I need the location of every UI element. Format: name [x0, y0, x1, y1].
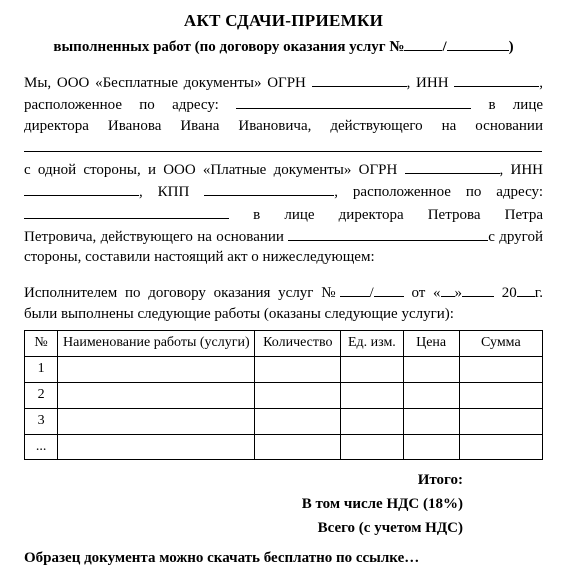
th-sum: Сумма: [459, 330, 542, 356]
subtitle-pre: выполненных работ (по договору оказания …: [53, 39, 404, 55]
works-table: № Наименование работы (услуги) Количеств…: [24, 330, 543, 460]
t: »: [455, 285, 463, 301]
field-nds: [463, 492, 543, 516]
t: г.: [535, 285, 543, 301]
subtitle-post: ): [509, 39, 514, 55]
para-6: , КПП , расположенное по адресу:: [24, 180, 543, 202]
table-row: 3: [25, 408, 543, 434]
t: стороны, составили настоящий акт о нижес…: [24, 249, 375, 265]
ogrn2-field: [405, 158, 500, 174]
inn-field: [454, 71, 539, 87]
t: расположенное по адресу:: [24, 97, 219, 113]
totals-nds: В том числе НДС (18%): [24, 492, 543, 516]
t: от «: [411, 285, 440, 301]
th-name: Наименование работы (услуги): [58, 330, 255, 356]
contract-no-field: [404, 35, 442, 51]
basis-field: [24, 136, 542, 152]
label-vsego: Всего (с учетом НДС): [318, 516, 463, 540]
t: 20: [502, 285, 517, 301]
para-9: стороны, составили настоящий акт о нижес…: [24, 247, 543, 267]
t: в лице директора Петрова Петра: [253, 207, 543, 223]
para-10: Исполнителем по договору оказания услуг …: [24, 281, 543, 303]
num-a-field: [340, 281, 370, 297]
table-row: 1: [25, 356, 543, 382]
t: ,: [539, 75, 543, 91]
cell-n: 1: [25, 356, 58, 382]
t: Петровича, действующего на основании: [24, 229, 284, 245]
basis2-field: [288, 225, 488, 241]
label-nds: В том числе НДС (18%): [302, 492, 463, 516]
month-field: [462, 281, 494, 297]
t: директора Иванова Ивана Ивановича, дейст…: [24, 118, 543, 134]
t: Мы, ООО «Бесплатные документы» ОГРН: [24, 75, 306, 91]
cell-n: 3: [25, 408, 58, 434]
t: были выполнены следующие работы (оказаны…: [24, 306, 454, 322]
field-vsego: [463, 516, 543, 540]
contract-no-field-2: [447, 35, 509, 51]
th-price: Цена: [403, 330, 459, 356]
t: , расположенное по адресу:: [334, 184, 543, 200]
t: , ИНН: [500, 162, 543, 178]
t: , КПП: [139, 184, 189, 200]
para-3: директора Иванова Ивана Ивановича, дейст…: [24, 116, 543, 136]
t: , ИНН: [407, 75, 449, 91]
table-row: ...: [25, 434, 543, 460]
address2-field: [24, 203, 229, 219]
cell-n: ...: [25, 434, 58, 460]
totals-block: Итого: В том числе НДС (18%) Всего (с уч…: [24, 468, 543, 540]
para-4: [24, 136, 543, 158]
table-row: 2: [25, 382, 543, 408]
num-b-field: [374, 281, 404, 297]
para-5: с одной стороны, и ООО «Платные документ…: [24, 158, 543, 180]
para-1: Мы, ООО «Бесплатные документы» ОГРН , ИН…: [24, 71, 543, 93]
document-page: АКТ СДАЧИ-ПРИЕМКИ выполненных работ (по …: [0, 0, 567, 516]
cell-n: 2: [25, 382, 58, 408]
table-header-row: № Наименование работы (услуги) Количеств…: [25, 330, 543, 356]
t: с другой: [488, 229, 543, 245]
doc-title: АКТ СДАЧИ-ПРИЕМКИ: [24, 10, 543, 33]
inn2-field: [24, 180, 139, 196]
kpp-field: [204, 180, 334, 196]
label-itogo: Итого:: [418, 468, 463, 492]
th-n: №: [25, 330, 58, 356]
para-11: были выполнены следующие работы (оказаны…: [24, 304, 543, 324]
footer-note: Образец документа можно скачать бесплатн…: [24, 548, 543, 568]
th-qty: Количество: [255, 330, 341, 356]
day-field: [441, 281, 455, 297]
t: Исполнителем по договору оказания услуг …: [24, 285, 340, 301]
t: с одной стороны, и ООО «Платные документ…: [24, 162, 397, 178]
doc-subtitle: выполненных работ (по договору оказания …: [24, 35, 543, 57]
field-itogo: [463, 468, 543, 492]
para-7: в лице директора Петрова Петра: [24, 203, 543, 225]
year-field: [517, 281, 535, 297]
th-um: Ед. изм.: [341, 330, 403, 356]
para-8: Петровича, действующего на основании с д…: [24, 225, 543, 247]
t: в лице: [488, 97, 543, 113]
para-2: расположенное по адресу: в лице: [24, 93, 543, 115]
ogrn-field: [312, 71, 407, 87]
totals-vsego: Всего (с учетом НДС): [24, 516, 543, 540]
address-field: [236, 93, 471, 109]
totals-itogo: Итого:: [24, 468, 543, 492]
